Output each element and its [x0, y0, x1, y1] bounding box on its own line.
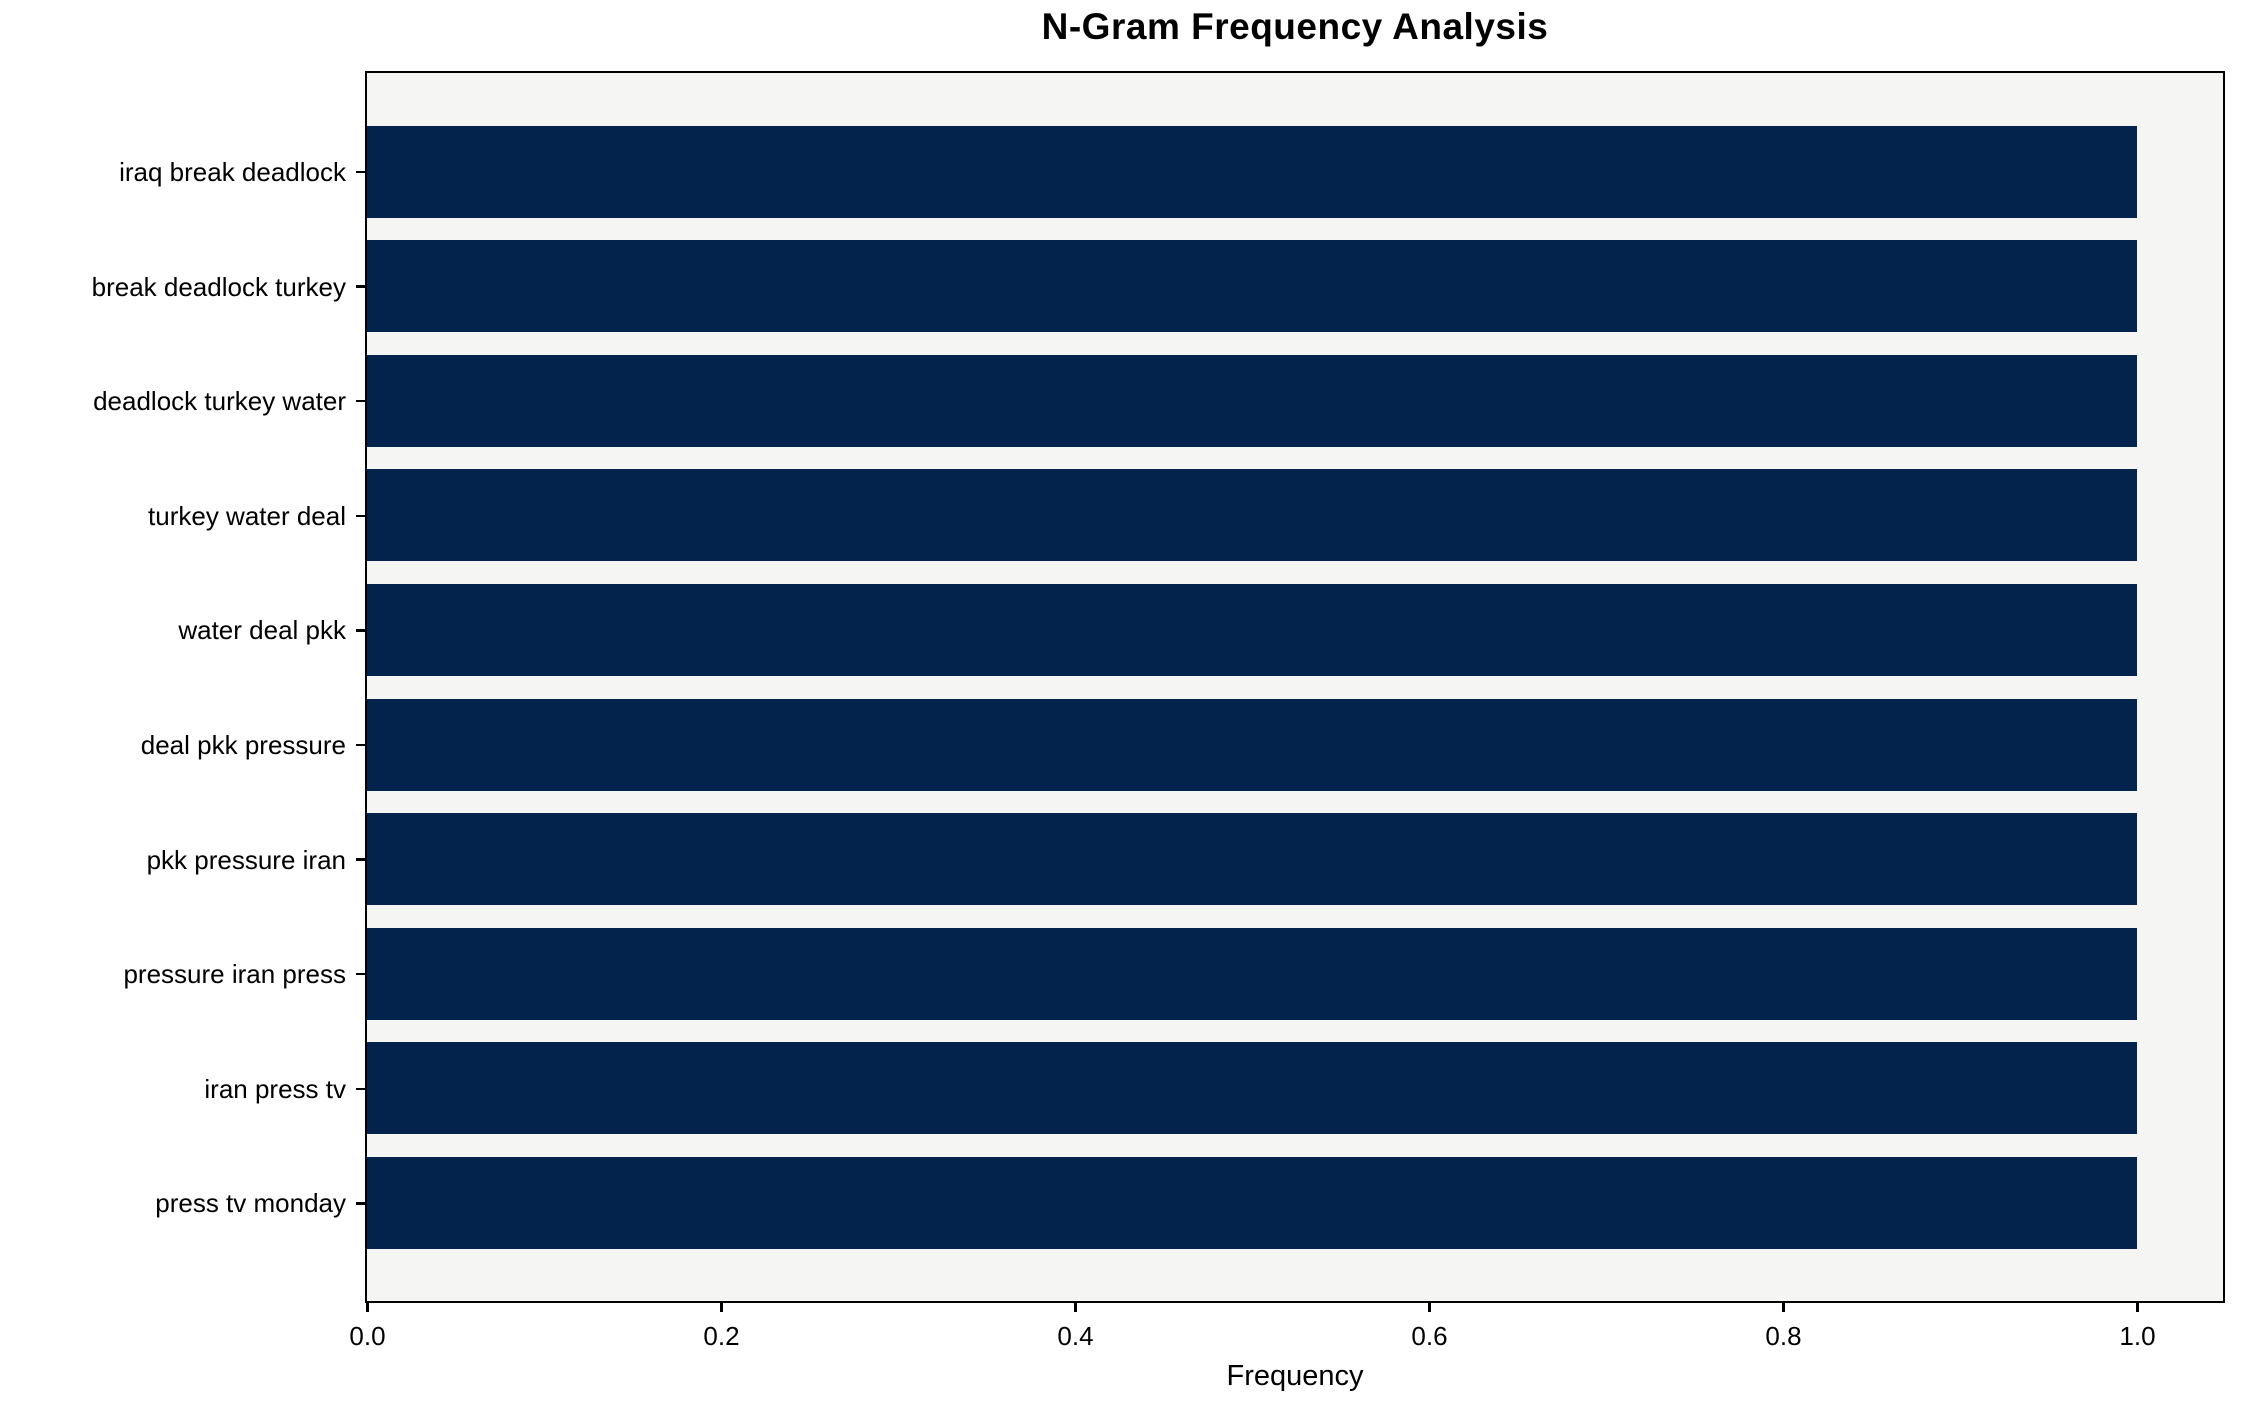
y-tick-label: turkey water deal	[148, 500, 346, 531]
x-tick-mark	[366, 1303, 369, 1312]
chart-title: N-Gram Frequency Analysis	[1041, 6, 1549, 47]
y-tick-mark	[356, 1202, 365, 1205]
bar-pkk-pressure-iran	[367, 813, 2137, 906]
y-tick-mark	[356, 170, 365, 174]
y-tick-mark	[356, 972, 365, 976]
x-tick-label: 0.6	[1411, 1321, 1448, 1351]
y-tick-label: pressure iran press	[123, 959, 346, 990]
bar-deal-pkk-pressure	[367, 698, 2137, 791]
y-tick-label: water deal pkk	[178, 615, 346, 646]
bar-iraq-break-deadlock	[367, 125, 2137, 218]
plot-area	[365, 71, 2225, 1303]
x-tick-label: 1.0	[2119, 1321, 2156, 1351]
x-tick-mark	[720, 1303, 723, 1312]
bar-turkey-water-deal	[367, 469, 2137, 562]
y-tick-mark	[356, 1087, 365, 1091]
x-tick-mark	[2136, 1303, 2139, 1312]
y-tick-label: break deadlock turkey	[91, 271, 346, 302]
x-tick-mark	[1074, 1303, 1077, 1312]
bar-pressure-iran-press	[367, 927, 2137, 1020]
y-tick-label: press tv monday	[155, 1188, 346, 1219]
x-tick-label: 0.4	[1057, 1321, 1094, 1351]
y-tick-mark	[356, 285, 365, 288]
x-tick-mark	[1782, 1303, 1785, 1312]
bar-water-deal-pkk	[367, 583, 2137, 676]
y-tick-label: deal pkk pressure	[140, 730, 346, 760]
y-tick-mark	[356, 743, 365, 747]
bar-deadlock-turkey-water	[367, 354, 2137, 447]
bar-break-deadlock-turkey	[367, 240, 2137, 333]
bar-press-tv-monday	[367, 1156, 2137, 1249]
y-tick-label: iran press tv	[204, 1073, 346, 1104]
x-tick-mark	[1428, 1303, 1431, 1312]
x-tick-label: 0.2	[703, 1321, 740, 1351]
y-tick-mark	[356, 858, 365, 861]
y-tick-mark	[356, 514, 365, 518]
y-tick-label: deadlock turkey water	[93, 386, 346, 417]
y-tick-label: pkk pressure iran	[146, 844, 346, 875]
y-tick-mark	[356, 399, 365, 403]
y-tick-mark	[356, 629, 365, 632]
x-axis-label: Frequency	[1226, 1360, 1364, 1392]
bar-iran-press-tv	[367, 1042, 2137, 1135]
y-tick-label: iraq break deadlock	[119, 157, 346, 187]
x-tick-label: 0.0	[349, 1321, 386, 1351]
x-tick-label: 0.8	[1765, 1321, 1802, 1351]
